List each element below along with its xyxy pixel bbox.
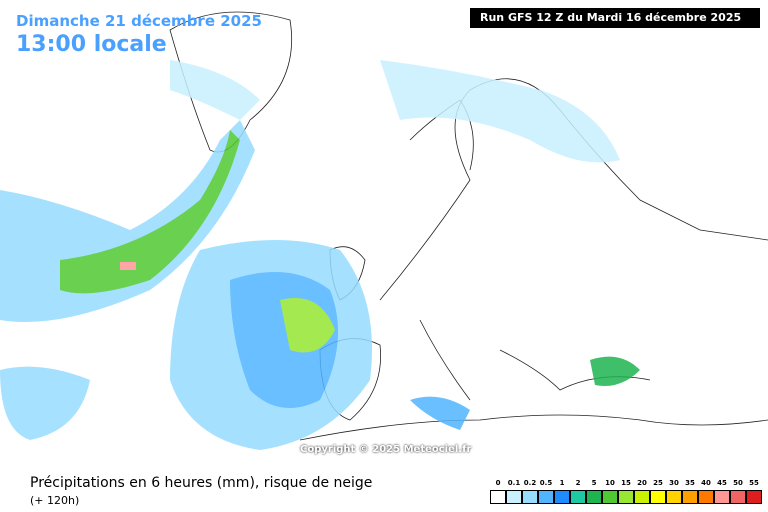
legend-swatch (634, 490, 650, 504)
precipitation (0, 60, 640, 450)
footer-lead: (+ 120h) (30, 494, 80, 507)
legend-swatch (506, 490, 522, 504)
legend-swatch (698, 490, 714, 504)
map (0, 11, 768, 450)
legend-swatch (554, 490, 570, 504)
legend-swatch (602, 490, 618, 504)
legend-label: 0 (495, 479, 501, 487)
legend-label: 15 (621, 479, 631, 487)
footer-title: Précipitations en 6 heures (mm), risque … (30, 475, 373, 491)
legend-swatch (650, 490, 666, 504)
legend-swatch (570, 490, 586, 504)
legend-swatch (666, 490, 682, 504)
legend-label: 0.5 (539, 479, 553, 487)
legend-label: 30 (669, 479, 679, 487)
legend-label: 40 (701, 479, 711, 487)
legend-swatch (746, 490, 762, 504)
legend-label: 1 (559, 479, 565, 487)
legend-swatch (538, 490, 554, 504)
legend-swatch (586, 490, 602, 504)
legend-swatch (490, 490, 506, 504)
legend-label: 35 (685, 479, 695, 487)
legend-swatch (682, 490, 698, 504)
legend-swatch (730, 490, 746, 504)
copyright: Copyright © 2025 Meteociel.fr (300, 444, 472, 455)
legend-swatch (522, 490, 538, 504)
legend-label: 55 (749, 479, 759, 487)
legend-label: 2 (575, 479, 581, 487)
legend-swatch (714, 490, 730, 504)
legend-label: 5 (591, 479, 597, 487)
legend-label: 20 (637, 479, 647, 487)
run-info: Run GFS 12 Z du Mardi 16 décembre 2025 (470, 8, 760, 28)
valid-time: 13:00 locale (16, 32, 167, 57)
legend-label: 50 (733, 479, 743, 487)
legend-label: 0.2 (523, 479, 537, 487)
legend-label: 0.1 (507, 479, 521, 487)
legend-label: 25 (653, 479, 663, 487)
legend-label: 10 (605, 479, 615, 487)
legend-label: 45 (717, 479, 727, 487)
legend-swatch (618, 490, 634, 504)
valid-date: Dimanche 21 décembre 2025 (16, 12, 262, 30)
